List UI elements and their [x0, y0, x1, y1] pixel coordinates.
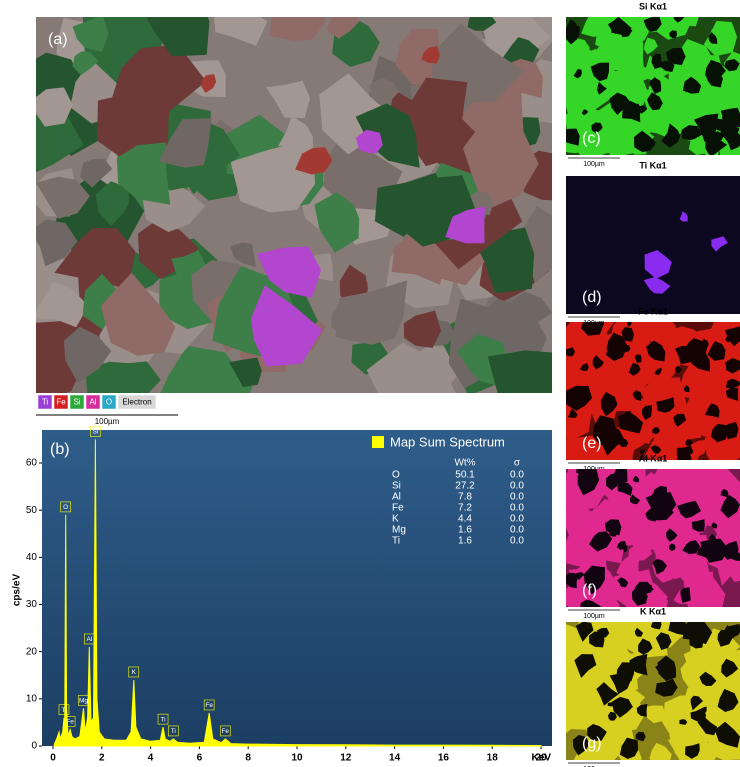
legend-label: Fe	[56, 398, 66, 407]
table-cell: 0.0	[510, 525, 524, 536]
x-tick-label: 2	[99, 753, 105, 764]
peak-label: Fe	[66, 719, 74, 726]
y-tick-label: 10	[26, 693, 38, 704]
x-tick-label: 8	[245, 753, 251, 764]
legend-label: O	[106, 398, 112, 407]
peak-label: K	[132, 669, 137, 676]
map-title: Al Kα1	[639, 453, 668, 463]
map-title: Ti Kα1	[639, 160, 666, 170]
table-header: σ	[514, 458, 521, 469]
table-cell: 4.4	[458, 514, 472, 525]
x-unit: KeV	[532, 753, 552, 764]
grain	[488, 350, 576, 424]
x-tick-label: 4	[148, 753, 154, 764]
table-cell: 0.0	[510, 503, 524, 514]
x-tick-label: 0	[50, 753, 56, 764]
table-cell: 1.6	[458, 536, 472, 547]
y-tick-label: 20	[26, 646, 38, 657]
y-tick-label: 30	[26, 599, 38, 610]
table-header: Wt%	[454, 458, 475, 469]
table-cell: 50.1	[455, 470, 475, 481]
table-cell: 0.0	[510, 492, 524, 503]
panel-label: (c)	[582, 130, 601, 147]
scale-label: 100µm	[95, 417, 120, 426]
map-title: Fe Kα1	[638, 306, 668, 316]
peak-label: Si	[93, 429, 99, 436]
legend-label: Electron	[122, 398, 151, 407]
table-cell: 7.2	[458, 503, 472, 514]
table-cell: 0.0	[510, 481, 524, 492]
scale-label: 100µm	[583, 613, 605, 620]
panel-label: (a)	[48, 31, 68, 48]
legend-label: Map Sum Spectrum	[390, 434, 505, 449]
sem-image	[11, 0, 584, 432]
legend-label: Si	[73, 398, 80, 407]
peak-label: Ti	[61, 707, 66, 714]
figure: (a)TiFeSiAlOElectron100µmSi Kα1(c)100µmT…	[0, 0, 740, 767]
panel-label: (e)	[582, 435, 602, 452]
map-hole	[681, 587, 691, 603]
table-cell: Fe	[392, 503, 404, 514]
legend-label: Ti	[42, 398, 49, 407]
peak-label: Mg	[79, 697, 88, 704]
map-hole	[560, 129, 579, 146]
y-tick-label: 50	[26, 505, 38, 516]
map-title: K Kα1	[640, 606, 666, 616]
table-cell: Mg	[392, 525, 406, 536]
map-title: Si Kα1	[639, 1, 667, 11]
x-tick-label: 12	[340, 753, 352, 764]
panel-label: (g)	[582, 735, 602, 752]
element-map	[551, 611, 740, 767]
x-tick-label: 18	[487, 753, 499, 764]
table-cell: 0.0	[510, 536, 524, 547]
map-hole	[563, 573, 579, 589]
peak-label: Al	[86, 636, 92, 643]
element-map	[551, 446, 740, 621]
panel-label: (f)	[582, 582, 597, 599]
table-cell: Ti	[392, 536, 400, 547]
table-cell: Al	[392, 492, 401, 503]
table-cell: 0.0	[510, 514, 524, 525]
table-cell: 1.6	[458, 525, 472, 536]
y-axis-label: cps/eV	[12, 574, 23, 607]
plot-background	[42, 430, 552, 746]
table-cell: 7.8	[458, 492, 472, 503]
x-tick-label: 10	[291, 753, 303, 764]
table-cell: Si	[392, 481, 401, 492]
table-cell: K	[392, 514, 399, 525]
y-tick-label: 0	[31, 741, 37, 752]
x-tick-label: 6	[197, 753, 203, 764]
peak-label: Fe	[221, 728, 229, 735]
table-cell: 0.0	[510, 470, 524, 481]
legend-swatch	[372, 436, 384, 448]
x-tick-label: 14	[389, 753, 401, 764]
legend-label: Al	[89, 398, 96, 407]
y-tick-label: 60	[26, 458, 38, 469]
peak-label: Fe	[205, 702, 213, 709]
scale-label: 100µm	[583, 161, 605, 168]
element-map	[547, 0, 740, 167]
peak-label: Ti	[160, 716, 165, 723]
table-cell: 27.2	[455, 481, 475, 492]
panel-label: (b)	[50, 441, 70, 458]
map-region	[677, 7, 699, 26]
peak-label: Ti	[171, 728, 176, 735]
x-tick-label: 16	[438, 753, 450, 764]
table-cell: O	[392, 470, 400, 481]
panel-label: (d)	[582, 289, 602, 306]
y-tick-label: 40	[26, 552, 38, 563]
peak-label: O	[63, 504, 68, 511]
